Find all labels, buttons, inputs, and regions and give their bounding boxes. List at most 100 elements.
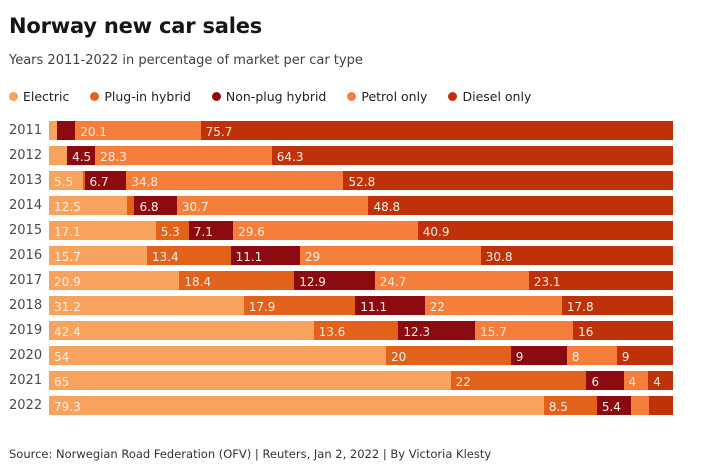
bar-track: 79.3 8.5 5.4 [49,396,673,415]
bar-segment-nonplug-hybrid: 6.7 [84,171,127,190]
bar-segment-plugin-hybrid: 22 [450,371,587,390]
legend-label: Plug-in hybrid [104,89,191,104]
bar-segment-nonplug-hybrid: 7.1 [188,221,234,240]
segment-value-label: 30.7 [181,200,209,214]
legend-item-diesel-only: Diesel only [448,89,531,104]
segment-value-label: 17.8 [566,300,594,314]
segment-value-label: 13.6 [318,325,346,339]
segment-value-label: 79.3 [54,400,81,414]
segment-value-label: 29 [304,250,321,264]
bar-segment-petrol-only: 28.3 [95,146,272,165]
bar-segment-plugin-hybrid: 5.3 [155,221,189,240]
bar-segment-plugin-hybrid: 13.6 [313,321,399,340]
bar-row-2021: 2021 65 22 6 4 4 [0,371,706,390]
legend-dot-diesel-only [448,92,458,101]
bar-segment-plugin-hybrid [127,196,135,215]
year-label: 2018 [9,298,43,313]
segment-value-label: 6.8 [139,200,159,214]
bar-segment-nonplug-hybrid: 11.1 [230,246,300,265]
bar-segment-electric: 15.7 [49,246,147,265]
bar-segment-diesel-only: 75.7 [200,121,673,140]
year-label: 2013 [9,173,43,188]
bar-segment-electric: 54 [49,346,386,365]
bar-segment-diesel-only: 23.1 [528,271,673,290]
bar-segment-diesel-only: 40.9 [417,221,673,240]
segment-value-label: 34.8 [131,175,159,189]
segment-value-label: 9 [621,350,630,364]
segment-value-label: 22 [455,375,471,389]
year-label: 2017 [9,273,43,288]
segment-value-label: 31.2 [54,300,81,314]
bar-segment-nonplug-hybrid: 12.3 [398,321,476,340]
bar-segment-nonplug-hybrid: 5.4 [596,396,631,415]
segment-value-label: 42.4 [54,325,81,339]
legend-label: Diesel only [462,89,532,104]
bar-segment-petrol-only: 4 [623,371,649,390]
bar-row-2020: 2020 54 20 9 8 9 [0,346,706,365]
segment-value-label: 5.3 [160,225,180,239]
segment-value-label: 8 [571,350,580,364]
segment-value-label: 65 [54,375,70,389]
bar-track: 65 22 6 4 4 [49,371,673,390]
segment-value-label: 20 [390,350,407,364]
bar-segment-electric: 12.5 [49,196,127,215]
legend-label: Petrol only [361,89,428,104]
bar-row-2015: 2015 17.1 5.3 7.1 29.6 40.9 [0,221,706,240]
segment-value-label: 28.3 [100,150,127,164]
year-label: 2019 [9,323,43,338]
bar-segment-nonplug-hybrid: 9 [510,346,567,365]
bar-track: 17.1 5.3 7.1 29.6 40.9 [49,221,673,240]
legend-item-plugin-hybrid: Plug-in hybrid [90,89,191,104]
segment-value-label: 17.1 [54,225,81,239]
bar-segment-electric: 5.5 [49,171,84,190]
bar-segment-petrol-only [630,396,649,415]
segment-value-label: 11.1 [360,300,388,314]
bar-segment-nonplug-hybrid: 12.9 [294,271,375,290]
segment-value-label: 8.5 [548,400,568,414]
bar-track: 20.9 18.4 12.9 24.7 23.1 [49,271,673,290]
bar-row-2018: 2018 31.2 17.9 11.1 22 17.8 [0,296,706,315]
bar-track: 31.2 17.9 11.1 22 17.8 [49,296,673,315]
bar-segment-diesel-only: 48.8 [368,196,673,215]
year-label: 2014 [9,198,43,213]
bar-segment-plugin-hybrid: 8.5 [543,396,597,415]
segment-value-label: 11.1 [235,250,263,264]
bar-segment-nonplug-hybrid: 6 [586,371,624,390]
segment-value-label: 13.4 [151,250,179,264]
bar-segment-diesel-only: 30.8 [480,246,673,265]
segment-value-label: 54 [54,350,70,364]
segment-value-label: 15.7 [54,250,81,264]
segment-value-label: 12.5 [54,200,81,214]
bar-segment-petrol-only: 34.8 [126,171,344,190]
segment-value-label: 6.7 [89,175,109,189]
bar-segment-petrol-only: 20.1 [75,121,201,140]
bar-segment-petrol-only: 29 [299,246,481,265]
segment-value-label: 6 [591,375,600,389]
bar-segment-diesel-only [648,396,673,415]
bar-segment-plugin-hybrid: 20 [385,346,511,365]
bar-row-2012: 2012 4.5 28.3 64.3 [0,146,706,165]
year-label: 2021 [9,373,43,388]
segment-value-label: 18.4 [184,275,212,289]
bar-track: 42.4 13.6 12.3 15.7 16 [49,321,673,340]
legend-item-electric: Electric [9,89,69,104]
year-label: 2016 [9,248,43,263]
bar-segment-plugin-hybrid: 17.9 [243,296,356,315]
page-title: Norway new car sales [9,14,263,38]
bar-segment-plugin-hybrid [83,171,85,190]
stacked-bar-chart: 2011 20.1 75.7 2012 4.5 28.3 64.3 2013 5.5 6.7 34.… [0,121,706,415]
bar-segment-diesel-only: 52.8 [343,171,673,190]
bar-track: 54 20 9 8 9 [49,346,673,365]
segment-value-label: 17.9 [248,300,276,314]
bar-segment-plugin-hybrid: 13.4 [146,246,231,265]
legend-dot-electric [9,92,18,101]
bar-segment-nonplug-hybrid: 6.8 [134,196,177,215]
segment-value-label: 75.7 [205,125,233,139]
chart-rows: 2011 20.1 75.7 2012 4.5 28.3 64.3 2013 5.5 6.7 34.… [0,121,706,415]
bar-track: 20.1 75.7 [49,121,673,140]
year-label: 2011 [9,123,43,138]
segment-value-label: 23.1 [533,275,561,289]
segment-value-label: 12.9 [299,275,326,289]
segment-value-label: 12.3 [403,325,431,339]
